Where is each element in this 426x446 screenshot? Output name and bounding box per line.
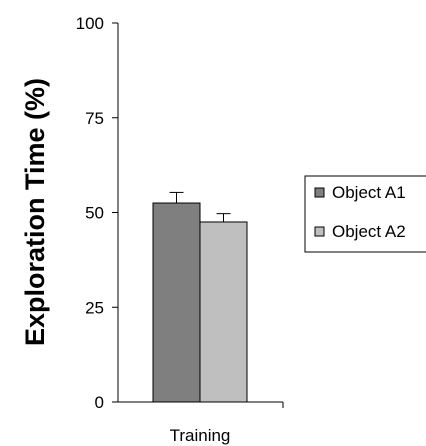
y-tick-label: 25: [85, 298, 104, 317]
bar-object-a1: [152, 202, 201, 403]
legend-swatch-object-a2: [314, 226, 325, 237]
category-label: Training: [170, 426, 231, 445]
legend-label-object-a2: Object A2: [332, 222, 406, 241]
legend-box: [304, 175, 426, 253]
plot-area: 0 25 50 75 100: [76, 14, 284, 412]
legend: Object A1 Object A2: [304, 175, 426, 253]
y-tick-label: 50: [85, 204, 104, 223]
bar-object-a2: [199, 221, 248, 403]
y-tick-label: 75: [85, 109, 104, 128]
y-tick-label: 100: [76, 14, 104, 33]
legend-label-object-a1: Object A1: [332, 183, 406, 202]
legend-swatch-object-a1: [314, 187, 325, 198]
y-tick-label: 0: [95, 393, 104, 412]
y-axis-title: Exploration Time (%): [20, 78, 50, 346]
